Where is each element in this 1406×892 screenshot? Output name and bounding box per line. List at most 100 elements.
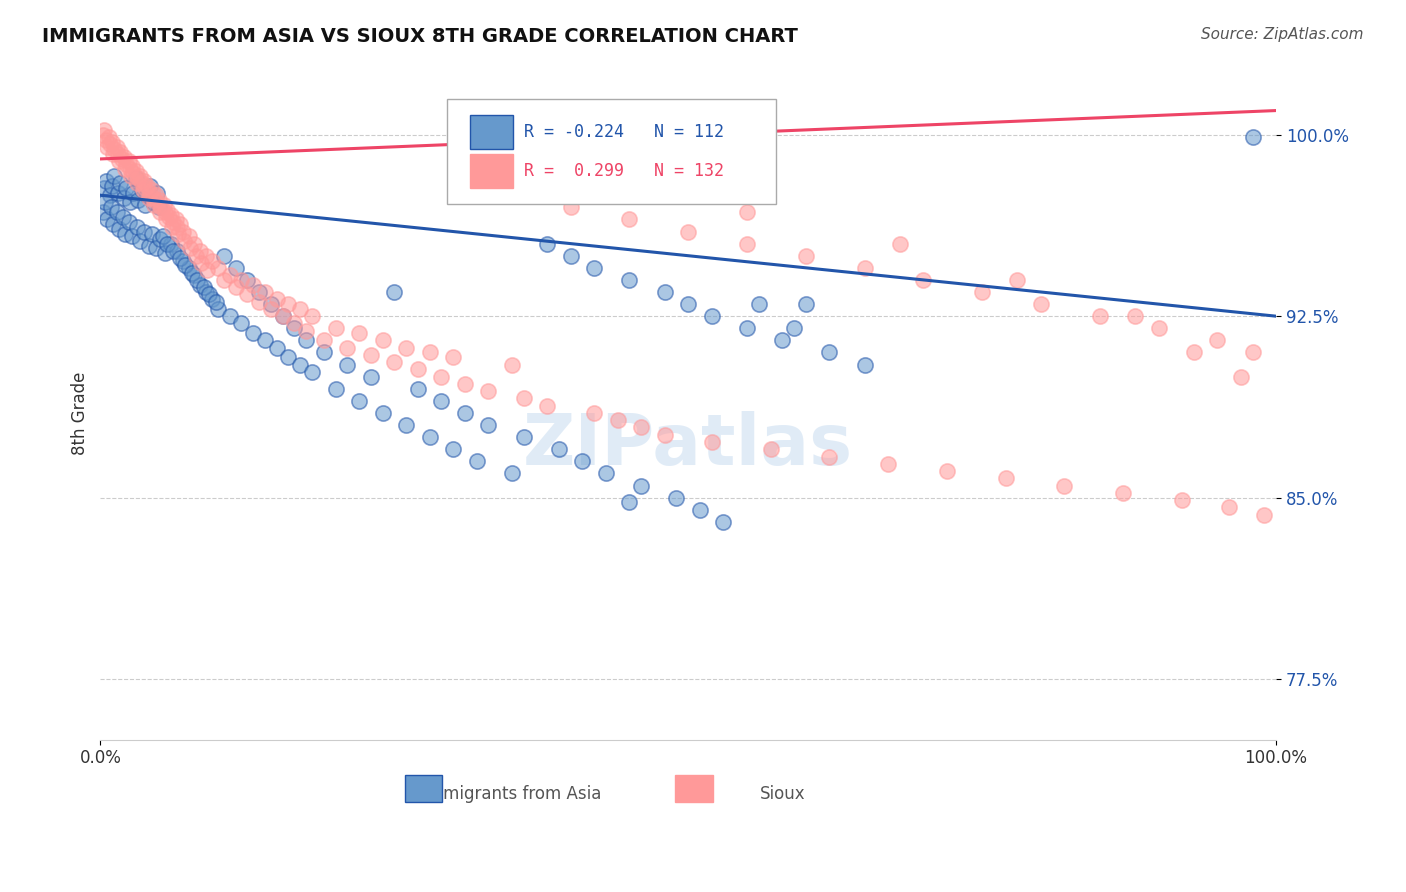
Sioux	[225, 280, 247, 294]
Immigrants from Asia	[172, 253, 194, 268]
Sioux	[794, 249, 817, 263]
Text: Source: ZipAtlas.com: Source: ZipAtlas.com	[1201, 27, 1364, 42]
Sioux	[103, 147, 125, 161]
Immigrants from Asia	[347, 393, 370, 408]
Sioux	[97, 130, 120, 145]
Sioux	[177, 229, 200, 244]
Immigrants from Asia	[242, 326, 264, 340]
Immigrants from Asia	[98, 188, 121, 202]
Sioux	[818, 450, 841, 464]
Immigrants from Asia	[127, 193, 149, 207]
Sioux	[195, 249, 218, 263]
Immigrants from Asia	[141, 227, 163, 241]
Sioux	[325, 321, 347, 335]
Sioux	[1123, 309, 1146, 323]
Immigrants from Asia	[700, 309, 723, 323]
Immigrants from Asia	[197, 287, 219, 301]
Sioux	[218, 268, 240, 282]
Sioux	[156, 202, 179, 217]
Immigrants from Asia	[110, 176, 132, 190]
Immigrants from Asia	[295, 334, 318, 348]
Sioux	[735, 205, 758, 219]
Immigrants from Asia	[713, 515, 735, 529]
Sioux	[406, 362, 429, 376]
Sioux	[266, 292, 288, 306]
Sioux	[301, 309, 323, 323]
Immigrants from Asia	[689, 502, 711, 516]
Immigrants from Asia	[101, 178, 124, 193]
Sioux	[122, 166, 145, 180]
Sioux	[1088, 309, 1111, 323]
Sioux	[1230, 369, 1253, 384]
Sioux	[583, 406, 606, 420]
Immigrants from Asia	[218, 309, 240, 323]
Sioux	[912, 273, 935, 287]
Immigrants from Asia	[571, 454, 593, 468]
Sioux	[149, 205, 172, 219]
Immigrants from Asia	[619, 273, 641, 287]
Sioux	[179, 242, 201, 256]
Sioux	[676, 225, 699, 239]
Sioux	[141, 183, 163, 197]
Immigrants from Asia	[96, 174, 118, 188]
Immigrants from Asia	[676, 297, 699, 311]
Immigrants from Asia	[152, 229, 174, 244]
Immigrants from Asia	[93, 181, 115, 195]
Sioux	[169, 217, 191, 231]
Immigrants from Asia	[124, 171, 146, 186]
Sioux	[260, 301, 283, 316]
Immigrants from Asia	[665, 491, 688, 505]
Sioux	[103, 142, 125, 156]
Sioux	[1218, 500, 1240, 515]
Sioux	[295, 324, 318, 338]
Sioux	[1241, 345, 1264, 359]
Sioux	[606, 413, 628, 427]
Immigrants from Asia	[465, 454, 488, 468]
Immigrants from Asia	[201, 292, 224, 306]
Immigrants from Asia	[419, 430, 441, 444]
Sioux	[105, 140, 128, 154]
Sioux	[972, 285, 994, 299]
Immigrants from Asia	[132, 225, 155, 239]
Sioux	[110, 152, 132, 166]
Immigrants from Asia	[125, 219, 148, 234]
Immigrants from Asia	[231, 317, 253, 331]
Sioux	[125, 176, 148, 190]
Sioux	[430, 369, 453, 384]
Text: R = -0.224   N = 112: R = -0.224 N = 112	[523, 123, 724, 141]
Immigrants from Asia	[118, 195, 141, 210]
Sioux	[271, 309, 294, 323]
Immigrants from Asia	[290, 358, 312, 372]
Sioux	[117, 154, 139, 169]
Sioux	[188, 244, 211, 258]
Sioux	[124, 164, 146, 178]
Immigrants from Asia	[630, 478, 652, 492]
Sioux	[1007, 273, 1029, 287]
Sioux	[360, 348, 382, 362]
Sioux	[183, 236, 205, 251]
Sioux	[146, 195, 169, 210]
Sioux	[127, 171, 149, 186]
Immigrants from Asia	[477, 418, 499, 433]
Y-axis label: 8th Grade: 8th Grade	[72, 371, 89, 455]
Immigrants from Asia	[156, 236, 179, 251]
Sioux	[501, 358, 523, 372]
Sioux	[184, 249, 207, 263]
Immigrants from Asia	[619, 495, 641, 509]
Sioux	[735, 236, 758, 251]
Sioux	[131, 176, 153, 190]
Sioux	[1206, 334, 1229, 348]
Sioux	[96, 132, 118, 146]
Sioux	[877, 457, 900, 471]
Sioux	[110, 145, 132, 159]
Immigrants from Asia	[162, 244, 184, 258]
Sioux	[441, 351, 464, 365]
Sioux	[190, 256, 212, 270]
Immigrants from Asia	[654, 285, 676, 299]
Immigrants from Asia	[454, 406, 477, 420]
Sioux	[454, 376, 477, 391]
Sioux	[115, 157, 138, 171]
Sioux	[1112, 485, 1135, 500]
Immigrants from Asia	[153, 246, 176, 260]
Sioux	[277, 297, 299, 311]
